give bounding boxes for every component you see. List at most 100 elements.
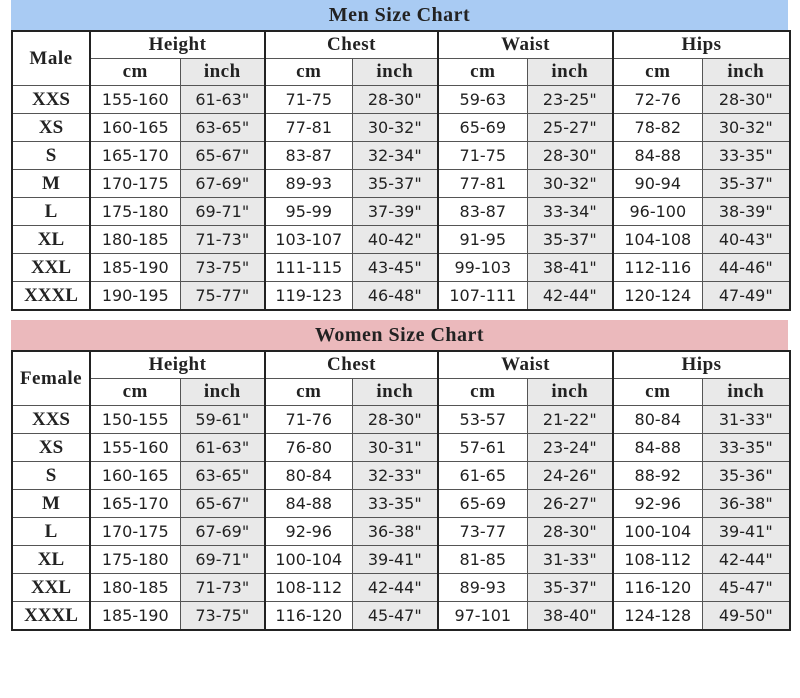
unit-header: cm xyxy=(89,378,181,406)
measure-cell: 97-101 xyxy=(437,601,528,631)
data-row: S 160-165 63-65" 80-84 32-33" 61-65 24-26" 88-9… xyxy=(11,461,791,490)
measure-cell: 33-35" xyxy=(351,489,439,518)
header-row: Male Height Chest Waist Hips xyxy=(11,30,791,86)
measure-cell: 33-34" xyxy=(526,197,614,226)
measure-cell: 78-82 xyxy=(612,113,703,142)
measure-cell: 32-34" xyxy=(351,141,439,170)
header-row: Female Height Chest Waist Hips xyxy=(11,350,791,406)
group-header: Height xyxy=(88,350,266,379)
unit-header: inch xyxy=(701,378,791,406)
measure-cell: 71-75 xyxy=(437,141,528,170)
data-row: XXS 155-160 61-63" 71-75 28-30" 59-63 23-25" 72… xyxy=(11,85,791,114)
unit-header: inch xyxy=(526,58,614,86)
measure-cell: 170-175 xyxy=(89,169,181,198)
measure-cell: 59-61" xyxy=(179,405,266,434)
measure-cell: 108-112 xyxy=(612,545,703,574)
size-table: Male Height Chest Waist Hips cm inch cm inch cm in… xyxy=(11,30,792,311)
measure-cell: 36-38" xyxy=(351,517,439,546)
unit-header: cm xyxy=(437,58,528,86)
group-header: Hips xyxy=(612,30,791,59)
measure-cell: 35-37" xyxy=(701,169,791,198)
measure-cell: 160-165 xyxy=(89,113,181,142)
measure-cell: 185-190 xyxy=(89,601,181,631)
measure-cell: 84-88 xyxy=(264,489,353,518)
measure-cell: 36-38" xyxy=(701,489,791,518)
data-row: XXXL 185-190 73-75" 116-120 45-47" 97-101 38-4… xyxy=(11,601,791,631)
measure-cell: 80-84 xyxy=(612,405,703,434)
unit-header: cm xyxy=(437,378,528,406)
measure-cell: 53-57 xyxy=(437,405,528,434)
measure-cell: 42-44" xyxy=(701,545,791,574)
measure-cell: 38-39" xyxy=(701,197,791,226)
measure-cell: 116-120 xyxy=(612,573,703,602)
measure-cell: 76-80 xyxy=(264,433,353,462)
measure-cell: 21-22" xyxy=(526,405,614,434)
unit-row: cm inch cm inch cm inch cm inch xyxy=(12,378,791,406)
measure-cell: 67-69" xyxy=(179,517,266,546)
measure-cell: 190-195 xyxy=(89,281,181,311)
measure-cell: 28-30" xyxy=(701,85,791,114)
measure-cell: 77-81 xyxy=(264,113,353,142)
data-row: XXL 185-190 73-75" 111-115 43-45" 99-103 38-41… xyxy=(11,253,791,282)
measure-cell: 71-73" xyxy=(179,573,266,602)
measure-cell: 35-37" xyxy=(351,169,439,198)
measure-cell: 23-24" xyxy=(526,433,614,462)
size-label: S xyxy=(11,461,91,490)
measure-cell: 25-27" xyxy=(526,113,614,142)
measure-cell: 35-37" xyxy=(526,225,614,254)
size-label: L xyxy=(11,197,91,226)
measure-cell: 71-76 xyxy=(264,405,353,434)
measure-cell: 33-35" xyxy=(701,141,791,170)
measure-cell: 61-63" xyxy=(179,433,266,462)
measure-cell: 35-37" xyxy=(526,573,614,602)
measure-cell: 77-81 xyxy=(437,169,528,198)
measure-cell: 175-180 xyxy=(89,197,181,226)
data-row: XL 180-185 71-73" 103-107 40-42" 91-95 35-37" 1… xyxy=(11,225,791,254)
unit-header: inch xyxy=(701,58,791,86)
measure-cell: 61-65 xyxy=(437,461,528,490)
size-label: XL xyxy=(11,225,91,254)
size-label: XS xyxy=(11,113,91,142)
unit-header: inch xyxy=(526,378,614,406)
measure-cell: 28-30" xyxy=(526,517,614,546)
table-body: Male Height Chest Waist Hips cm inch cm inch cm in… xyxy=(11,30,791,311)
measure-cell: 185-190 xyxy=(89,253,181,282)
size-label: M xyxy=(11,489,91,518)
measure-cell: 43-45" xyxy=(351,253,439,282)
data-row: M 165-170 65-67" 84-88 33-35" 65-69 26-27" 92-9… xyxy=(11,489,791,518)
measure-cell: 175-180 xyxy=(89,545,181,574)
unit-header: inch xyxy=(179,58,266,86)
measure-cell: 38-40" xyxy=(526,601,614,631)
measure-cell: 45-47" xyxy=(351,601,439,631)
measure-cell: 49-50" xyxy=(701,601,791,631)
size-label: M xyxy=(11,169,91,198)
size-label: XXXL xyxy=(11,601,91,631)
measure-cell: 73-75" xyxy=(179,253,266,282)
data-row: XL 175-180 69-71" 100-104 39-41" 81-85 31-33" 1… xyxy=(11,545,791,574)
measure-cell: 180-185 xyxy=(89,225,181,254)
measure-cell: 65-67" xyxy=(179,141,266,170)
measure-cell: 83-87 xyxy=(264,141,353,170)
measure-cell: 73-77 xyxy=(437,517,528,546)
data-row: XS 160-165 63-65" 77-81 30-32" 65-69 25-27" 78-… xyxy=(11,113,791,142)
group-header: Chest xyxy=(264,350,439,379)
section-title: Women Size Chart xyxy=(11,320,788,350)
measure-cell: 83-87 xyxy=(437,197,528,226)
measure-cell: 116-120 xyxy=(264,601,353,631)
unit-header: inch xyxy=(351,378,439,406)
measure-cell: 180-185 xyxy=(89,573,181,602)
measure-cell: 81-85 xyxy=(437,545,528,574)
measure-cell: 150-155 xyxy=(89,405,181,434)
size-label: XXL xyxy=(11,253,91,282)
measure-cell: 71-75 xyxy=(264,85,353,114)
measure-cell: 37-39" xyxy=(351,197,439,226)
unit-header: inch xyxy=(351,58,439,86)
measure-cell: 26-27" xyxy=(526,489,614,518)
data-row: XS 155-160 61-63" 76-80 30-31" 57-61 23-24" 84-… xyxy=(11,433,791,462)
measure-cell: 96-100 xyxy=(612,197,703,226)
measure-cell: 108-112 xyxy=(264,573,353,602)
measure-cell: 90-94 xyxy=(612,169,703,198)
data-row: L 175-180 69-71" 95-99 37-39" 83-87 33-34" 96-1… xyxy=(11,197,791,226)
measure-cell: 42-44" xyxy=(526,281,614,311)
